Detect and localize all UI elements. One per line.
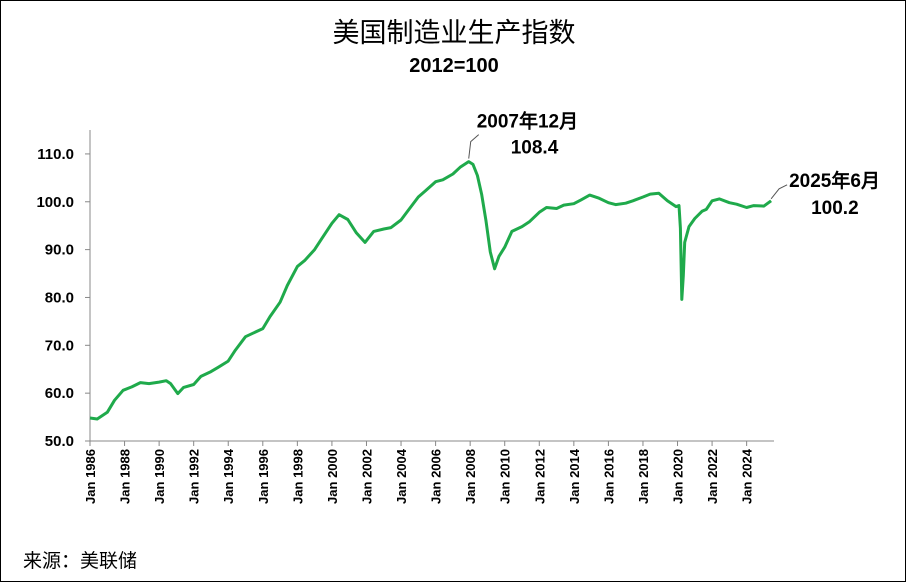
annotation-label-value: 108.4: [511, 138, 559, 159]
x-tick-label: Jan 1988: [118, 449, 133, 504]
y-tick-label: 60.0: [45, 385, 74, 402]
x-tick-label: Jan 1990: [152, 449, 167, 504]
x-tick-label: Jan 2004: [394, 448, 409, 504]
annotation-label-value: 100.2: [811, 198, 859, 219]
x-tick-label: Jan 2024: [740, 448, 755, 504]
y-tick-label: 100.0: [36, 194, 74, 211]
chart-subtitle: 2012=100: [409, 55, 499, 77]
annotation-label-date: 2025年6月: [789, 169, 880, 192]
y-tick-label: 110.0: [37, 146, 74, 163]
x-tick-label: Jan 2022: [705, 449, 720, 504]
x-tick-label: Jan 2018: [636, 449, 651, 504]
x-tick-label: Jan 2008: [463, 449, 478, 504]
x-tick-label: Jan 1998: [290, 449, 305, 504]
x-tick-label: Jan 1994: [221, 448, 236, 504]
x-tick-label: Jan 2020: [671, 449, 686, 504]
x-tick-label: Jan 1986: [83, 449, 98, 504]
source-note: 来源：美联储: [23, 550, 138, 572]
y-axis-ticks: 50.0 60.0 70.0 80.0 90.0 100.0 110.0: [36, 146, 90, 450]
x-tick-label: Jan 2006: [429, 449, 444, 504]
x-tick-label: Jan 1996: [256, 449, 271, 504]
y-tick-label: 50.0: [45, 433, 74, 450]
chart-title: 美国制造业生产指数: [332, 18, 576, 49]
x-tick-label: Jan 2012: [532, 449, 547, 504]
y-tick-label: 80.0: [45, 289, 74, 306]
x-tick-label: Jan 2014: [567, 448, 582, 504]
x-tick-label: Jan 2010: [498, 449, 513, 504]
x-tick-label: Jan 2000: [325, 449, 340, 504]
x-tick-label: Jan 1992: [187, 449, 202, 504]
y-tick-label: 70.0: [45, 337, 74, 354]
x-tick-label: Jan 2016: [601, 449, 616, 504]
chart-axes: [89, 130, 774, 442]
annotation-leader-line: [468, 134, 480, 159]
series-line: [89, 160, 772, 421]
annotation-label-date: 2007年12月: [477, 110, 578, 133]
x-tick-label: Jan 2002: [359, 449, 374, 504]
x-axis-ticks: Jan 1986 Jan 1988 Jan 1990 Jan 1992 Jan 1994…: [83, 441, 755, 504]
annotation-leader-line: [770, 184, 788, 200]
series-group: [89, 160, 772, 421]
annotations-group: 2007年12月 108.4 2025年6月 100.2: [468, 110, 880, 219]
y-tick-label: 90.0: [45, 242, 74, 259]
